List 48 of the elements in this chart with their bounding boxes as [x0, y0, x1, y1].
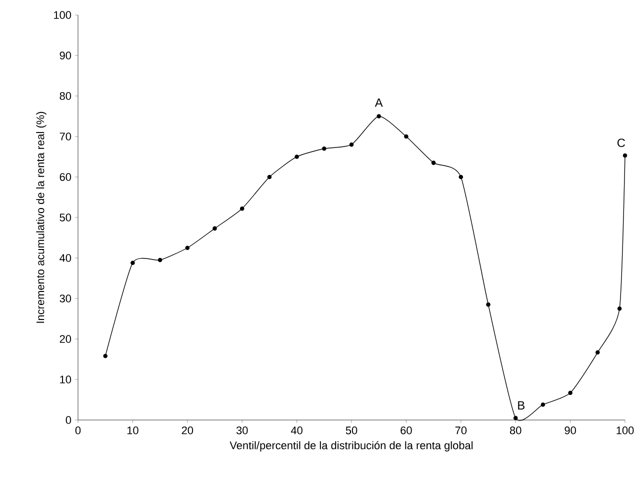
- x-tick-label: 70: [455, 426, 467, 434]
- point: [349, 142, 354, 147]
- point: [158, 258, 162, 262]
- x-tick-label: 80: [510, 426, 522, 434]
- x-tick-label: 60: [400, 426, 412, 434]
- x-axis-title: Ventil/percentil de la distribución de la renta global: [230, 441, 473, 452]
- y-tick-label: 40: [60, 254, 72, 262]
- point: [294, 154, 299, 159]
- y-tick-label: 100: [54, 11, 72, 19]
- point: [486, 302, 490, 307]
- point: [431, 160, 436, 165]
- x-tick-label: 40: [290, 426, 302, 434]
- y-tick-label: 50: [60, 214, 72, 222]
- point: [322, 146, 326, 151]
- annotation: A: [374, 98, 383, 107]
- y-tick-label: 20: [60, 335, 72, 343]
- y-tick-label: 80: [60, 92, 72, 100]
- x-tick-label: 100: [616, 426, 634, 434]
- y-tick-label: 30: [60, 294, 72, 302]
- point: [240, 206, 244, 211]
- point: [130, 260, 135, 265]
- point: [212, 226, 217, 231]
- y-tick-label: 0: [66, 416, 72, 424]
- point: [622, 153, 628, 158]
- point: [267, 174, 272, 180]
- x-tick-label: 10: [127, 426, 138, 434]
- point: [185, 246, 190, 250]
- point: [596, 350, 600, 355]
- y-tick-label: 10: [60, 376, 72, 384]
- point: [540, 402, 546, 407]
- point: [103, 354, 108, 358]
- annotation: C: [617, 138, 626, 148]
- x-tick-label: 90: [564, 426, 576, 434]
- x-tick-label: 0: [75, 426, 81, 434]
- point: [376, 114, 381, 118]
- x-tick-label: 30: [236, 426, 248, 434]
- point: [568, 390, 572, 396]
- point: [617, 306, 622, 311]
- y-tick-label: 70: [60, 132, 72, 140]
- y-tick-label: 90: [60, 52, 72, 60]
- x-tick-label: 20: [182, 426, 194, 434]
- point: [458, 174, 464, 180]
- point: [404, 134, 408, 139]
- y-axis-title: Incremento acumulativo de la renta real (%): [36, 112, 46, 323]
- x-tick-label: 50: [346, 426, 358, 434]
- y-tick-label: 60: [60, 173, 72, 181]
- point: [513, 416, 518, 420]
- annotation: B: [518, 401, 524, 410]
